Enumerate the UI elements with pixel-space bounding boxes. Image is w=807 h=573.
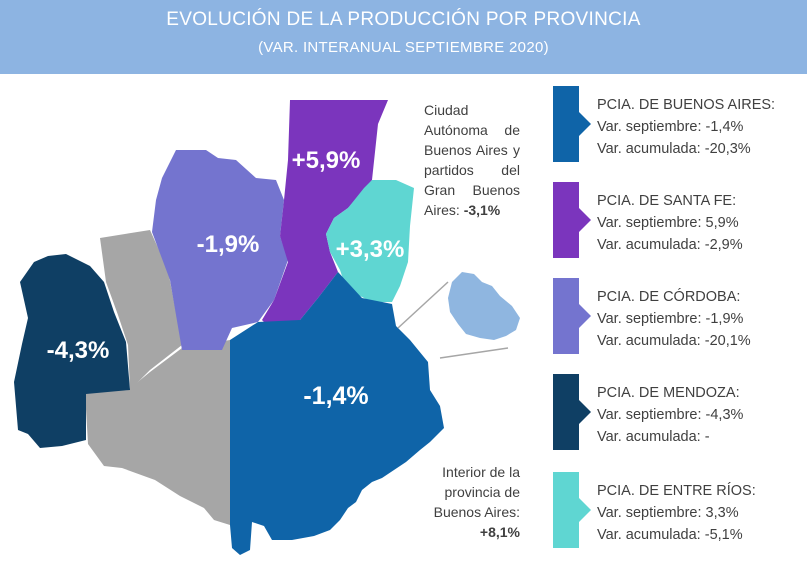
card-sept: Var. septiembre: -1,9% bbox=[597, 311, 744, 327]
card-sept: Var. septiembre: -1,4% bbox=[597, 119, 744, 135]
card-acum: Var. acumulada: -2,9% bbox=[597, 237, 743, 253]
card-santa-fe: PCIA. DE SANTA FE: Var. septiembre: 5,9%… bbox=[553, 182, 807, 262]
caba-note-value: -3,1% bbox=[463, 202, 501, 218]
card-arrow-icon bbox=[579, 400, 591, 424]
card-color-bar bbox=[553, 278, 579, 354]
card-color-bar bbox=[553, 472, 579, 548]
card-color-bar bbox=[553, 374, 579, 450]
card-title: PCIA. DE SANTA FE: bbox=[597, 193, 737, 209]
card-sept: Var. septiembre: 3,3% bbox=[597, 505, 739, 521]
card-sept: Var. septiembre: -4,3% bbox=[597, 407, 744, 423]
header-banner: EVOLUCIÓN DE LA PRODUCCIÓN POR PROVINCIA… bbox=[0, 0, 807, 74]
card-mendoza: PCIA. DE MENDOZA: Var. septiembre: -4,3%… bbox=[553, 374, 807, 454]
region-buenos-aires bbox=[230, 272, 444, 555]
card-title: PCIA. DE BUENOS AIRES: bbox=[597, 97, 776, 113]
card-acum: Var. acumulada: -20,3% bbox=[597, 141, 751, 157]
card-acum: Var. acumulada: -5,1% bbox=[597, 527, 743, 543]
label-cordoba: -1,9% bbox=[197, 231, 260, 258]
region-san-luis bbox=[100, 230, 182, 390]
card-buenos-aires: PCIA. DE BUENOS AIRES: Var. septiembre: … bbox=[553, 86, 807, 166]
card-sept: Var. septiembre: 5,9% bbox=[597, 215, 739, 231]
label-entre-rios: +3,3% bbox=[336, 236, 405, 263]
label-buenos-aires: -1,4% bbox=[303, 382, 368, 410]
card-cordoba: PCIA. DE CÓRDOBA: Var. septiembre: -1,9%… bbox=[553, 278, 807, 358]
card-arrow-icon bbox=[579, 498, 591, 522]
interior-note-value: +8,1% bbox=[479, 524, 520, 540]
card-title: PCIA. DE CÓRDOBA: bbox=[597, 289, 741, 305]
callout-line-bottom bbox=[439, 347, 509, 359]
interior-note: Interior de la provincia de Buenos Aires… bbox=[412, 462, 520, 542]
card-acum: Var. acumulada: -20,1% bbox=[597, 333, 751, 349]
card-title: PCIA. DE ENTRE RÍOS: bbox=[597, 483, 756, 499]
region-la-pampa bbox=[85, 340, 230, 525]
card-arrow-icon bbox=[579, 208, 591, 232]
region-caba-gba bbox=[448, 272, 520, 340]
card-entre-rios: PCIA. DE ENTRE RÍOS: Var. septiembre: 3,… bbox=[553, 472, 807, 552]
label-mendoza: -4,3% bbox=[47, 337, 110, 364]
callout-line-top bbox=[397, 281, 449, 329]
caba-note: Ciudad Autónoma de Buenos Aires y partid… bbox=[424, 100, 520, 220]
page-subtitle: (VAR. INTERANUAL SEPTIEMBRE 2020) bbox=[258, 39, 549, 56]
card-arrow-icon bbox=[579, 112, 591, 136]
card-arrow-icon bbox=[579, 304, 591, 328]
card-title: PCIA. DE MENDOZA: bbox=[597, 385, 740, 401]
region-mendoza bbox=[14, 254, 130, 448]
card-color-bar bbox=[553, 86, 579, 162]
region-cordoba bbox=[152, 150, 288, 350]
region-santa-fe bbox=[262, 100, 388, 328]
card-acum: Var. acumulada: - bbox=[597, 429, 710, 445]
region-entre-rios bbox=[326, 180, 414, 302]
label-santa-fe: +5,9% bbox=[292, 147, 361, 174]
caba-note-text: Ciudad Autónoma de Buenos Aires y partid… bbox=[424, 102, 520, 218]
interior-note-text: Interior de la provincia de Buenos Aires… bbox=[433, 464, 520, 520]
page-title: EVOLUCIÓN DE LA PRODUCCIÓN POR PROVINCIA bbox=[166, 9, 641, 30]
card-color-bar bbox=[553, 182, 579, 258]
